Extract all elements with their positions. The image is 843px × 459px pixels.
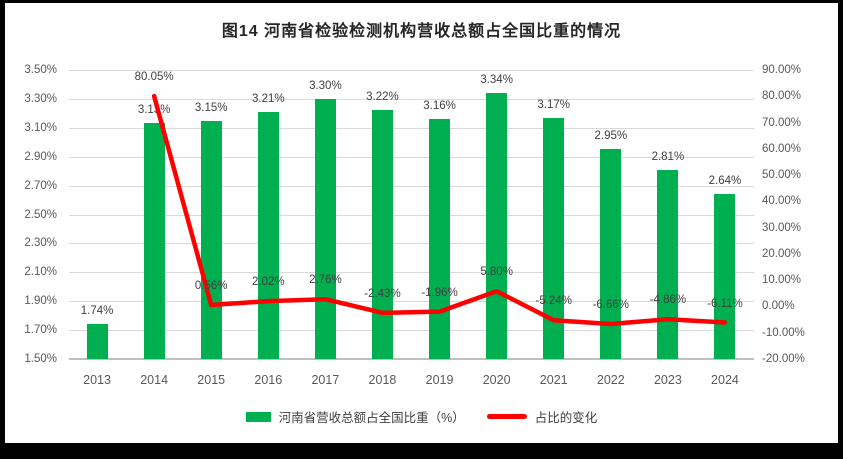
bar-data-label: 3.34%	[480, 74, 513, 87]
right-axis-tick: -10.00%	[762, 326, 805, 339]
bar	[371, 110, 393, 359]
bar	[714, 194, 736, 359]
right-axis-tick: 60.00%	[762, 142, 802, 155]
x-axis-label: 2018	[368, 373, 397, 387]
line-data-label: 5.80%	[480, 266, 513, 279]
x-axis-label: 2023	[653, 373, 682, 387]
line-data-label: -4.86%	[649, 294, 687, 307]
line-data-label: 0.56%	[194, 279, 228, 292]
grid-line	[68, 70, 754, 71]
bar-data-label: 2.81%	[651, 150, 685, 163]
bar	[257, 111, 279, 359]
left-axis-tick: 1.70%	[24, 324, 57, 337]
bar-data-label: 3.13%	[137, 104, 171, 117]
chart-title: 图14 河南省检验检测机构营收总额占全国比重的情况	[221, 23, 622, 40]
right-axis-tick: 70.00%	[762, 116, 802, 129]
legend-bar-label: 河南省营收总额占全国比重（%）	[278, 411, 465, 425]
left-axis-tick: 3.30%	[24, 92, 57, 105]
grid-line	[68, 127, 754, 129]
bar	[657, 169, 679, 359]
x-axis-label: 2017	[311, 373, 340, 387]
left-axis-tick: 1.50%	[24, 353, 57, 365]
right-axis-tick: -20.00%	[762, 353, 805, 365]
bar	[314, 98, 336, 359]
legend: 河南省营收总额占全国比重（%） 占比的变化	[5, 407, 838, 426]
line-data-label: -2.43%	[364, 287, 401, 300]
bar-data-label: 3.21%	[251, 92, 285, 105]
left-axis-tick: 2.70%	[24, 179, 57, 192]
grid-line	[68, 301, 754, 303]
right-axis-tick: 10.00%	[762, 274, 802, 287]
bar	[429, 119, 451, 359]
grid-line	[68, 214, 754, 216]
bar-data-label: 3.15%	[194, 101, 228, 114]
grid-line	[68, 272, 754, 274]
grid-line	[68, 243, 754, 245]
bar	[143, 123, 165, 359]
left-axis-tick: 1.90%	[24, 295, 57, 308]
x-axis-label: 2020	[482, 373, 511, 387]
right-axis-tick: 90.00%	[762, 64, 802, 76]
x-axis-label: 2013	[83, 373, 111, 387]
line-series	[151, 93, 728, 327]
bar-data-label: 2.64%	[708, 175, 742, 188]
left-axis-tick: 2.50%	[24, 208, 57, 221]
x-axis-label: 2014	[140, 373, 169, 387]
line-label-layer: 80.05% 0.56% 2.02% 2.76% -2.43% -1.96% 5.80% -5…	[5, 3, 838, 443]
bar-data-label: 3.17%	[537, 98, 571, 111]
right-axis-tick: 20.00%	[762, 247, 802, 260]
x-axis-label: 2016	[254, 373, 283, 387]
line-series-path	[151, 93, 728, 327]
bar-data-label: 2.95%	[594, 130, 628, 143]
grid-line	[68, 185, 754, 187]
left-axis-tick: 2.10%	[24, 266, 57, 279]
line-data-label: 80.05%	[134, 71, 174, 84]
x-axis-label: 2024	[711, 373, 739, 387]
legend-bar-swatch-icon	[245, 411, 271, 422]
x-axis-label: 2021	[539, 373, 568, 387]
right-axis-tick: 0.00%	[762, 300, 795, 313]
right-axis-tick: 80.00%	[762, 90, 802, 103]
line-data-label: -1.96%	[421, 286, 458, 299]
bar	[543, 117, 565, 359]
line-data-label: -5.24%	[535, 295, 572, 308]
chart-canvas: 图14 河南省检验检测机构营收总额占全国比重的情况 1.74% 3.13% 3.15…	[5, 3, 838, 443]
grid-line	[68, 156, 754, 158]
bar	[86, 324, 108, 359]
line-data-label: -6.66%	[592, 298, 629, 311]
line-data-label: 2.02%	[251, 276, 285, 289]
bar-data-label: 3.16%	[423, 100, 456, 113]
left-axis-tick: 2.30%	[24, 237, 57, 250]
left-axis-tick: 3.50%	[24, 64, 57, 76]
x-axis-label: 2022	[596, 373, 625, 387]
grid-line	[68, 330, 754, 332]
left-axis-tick: 2.90%	[24, 150, 57, 163]
x-axis-label: 2019	[425, 373, 454, 387]
bar-data-label: 3.22%	[366, 91, 399, 104]
x-axis-line	[68, 358, 754, 360]
bar-label-layer: 1.74% 3.13% 3.15% 3.21% 3.30% 3.22% 3.16% 3.34%…	[5, 3, 838, 443]
grid-line	[68, 98, 754, 100]
right-axis-tick: 50.00%	[762, 169, 802, 182]
bar-series-layer	[5, 3, 838, 443]
right-axis-tick: 40.00%	[762, 195, 802, 208]
legend-line-swatch-icon	[486, 414, 527, 419]
x-axis-label: 2015	[197, 373, 226, 387]
bar	[600, 149, 622, 359]
legend-line-label: 占比的变化	[534, 411, 598, 425]
line-data-label: 2.76%	[309, 274, 342, 287]
line-data-label: -6.11%	[707, 297, 743, 310]
bar-data-label: 1.74%	[80, 305, 114, 318]
bar	[200, 120, 222, 359]
bar-data-label: 3.30%	[309, 79, 342, 92]
axis-layer: 3.50% 3.30% 3.10% 2.90% 2.70% 2.50% 2.30% 2.10%…	[5, 3, 838, 443]
gridline-layer	[5, 3, 838, 443]
left-axis-tick: 3.10%	[24, 121, 57, 134]
right-axis-tick: 30.00%	[762, 221, 802, 234]
